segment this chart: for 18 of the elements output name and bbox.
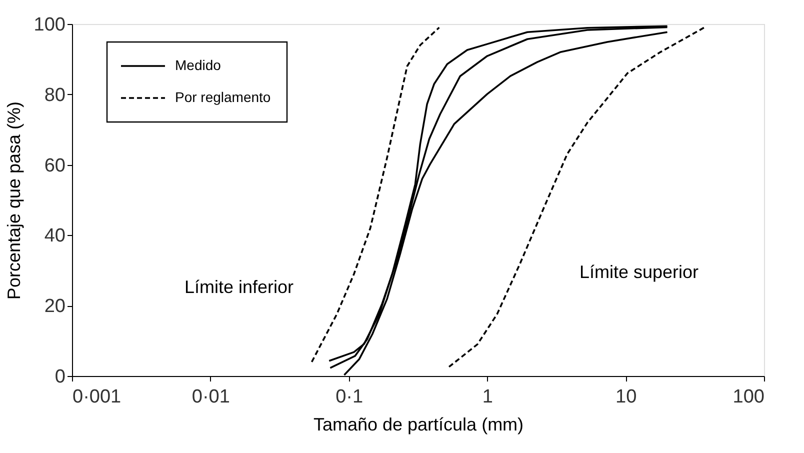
x-tick-label: 100: [732, 386, 764, 408]
y-axis-title: Porcentaje que pasa (%): [4, 101, 24, 300]
legend-label: Por reglamento: [175, 89, 271, 105]
y-tick-label: 20: [44, 296, 66, 318]
x-tick-label: 0·001: [72, 386, 122, 408]
legend-label: Medido: [175, 57, 222, 73]
y-tick-label: 0: [54, 366, 66, 388]
x-tick-label: 0·1: [336, 386, 364, 408]
y-tick-label: 100: [34, 14, 66, 36]
x-tick-label: 0·01: [192, 386, 230, 408]
x-axis-title: Tamaño de partícula (mm): [313, 414, 524, 434]
y-tick-label: 80: [44, 84, 66, 106]
y-tick-label: 60: [44, 155, 66, 176]
x-tick-label: 1: [482, 386, 493, 408]
y-tick-label: 40: [44, 226, 66, 247]
annotation: Límite superior: [579, 262, 699, 282]
annotation: Límite inferior: [184, 277, 294, 297]
x-tick-label: 10: [616, 386, 637, 408]
